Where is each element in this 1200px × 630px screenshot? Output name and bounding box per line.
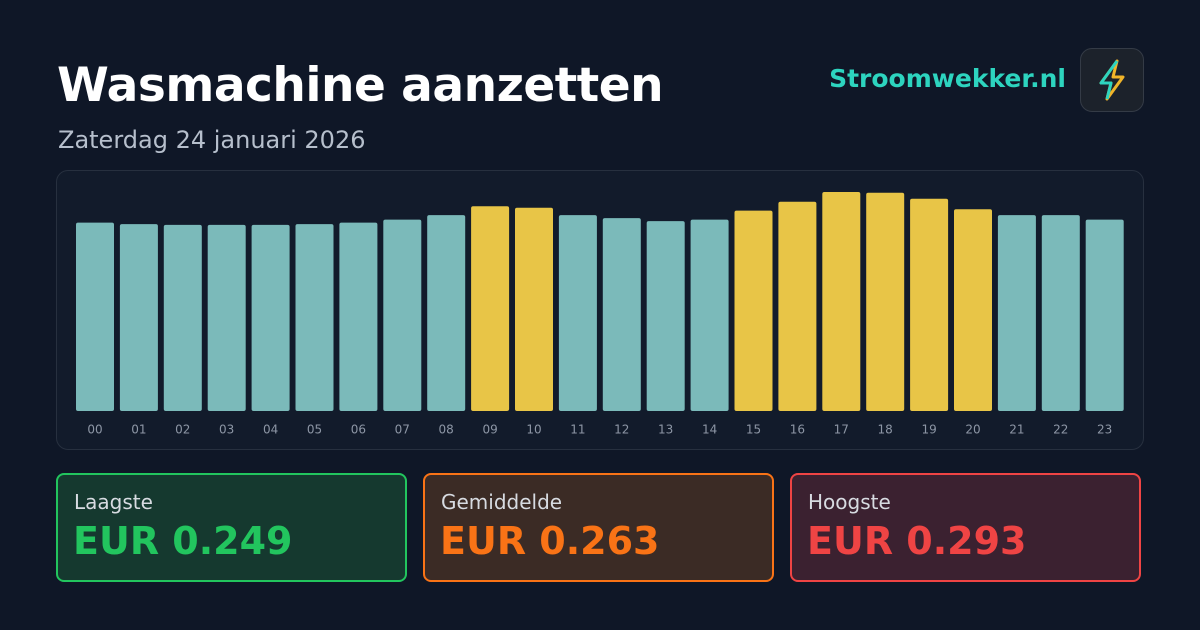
bar bbox=[295, 224, 334, 411]
bar bbox=[690, 219, 729, 411]
x-tick-label: 15 bbox=[746, 423, 761, 437]
bolt bbox=[1099, 59, 1125, 101]
x-tick-label: 03 bbox=[219, 423, 234, 437]
brand-icon bbox=[1080, 48, 1144, 112]
bar bbox=[339, 222, 378, 411]
x-tick-label: 06 bbox=[351, 423, 366, 437]
x-tick-label: 07 bbox=[395, 423, 410, 437]
stat-card: Hoogste EUR 0.293 bbox=[790, 473, 1141, 582]
stat-label: Gemiddelde bbox=[441, 490, 563, 514]
bar bbox=[1041, 215, 1080, 411]
x-tick-label: 09 bbox=[482, 423, 497, 437]
x-tick-label: 21 bbox=[1009, 423, 1024, 437]
x-tick-label: 22 bbox=[1053, 423, 1068, 437]
bar bbox=[119, 224, 158, 411]
title: Wasmachine aanzetten bbox=[57, 58, 664, 113]
x-tick-label: 13 bbox=[658, 423, 673, 437]
x-tick-label: 08 bbox=[439, 423, 454, 437]
stat-label: Hoogste bbox=[808, 490, 891, 514]
x-tick-label: 02 bbox=[175, 423, 190, 437]
stat-card: Laagste EUR 0.249 bbox=[56, 473, 407, 582]
x-tick-label: 05 bbox=[307, 423, 322, 437]
stat-value: EUR 0.293 bbox=[807, 519, 1027, 563]
bar bbox=[1085, 219, 1124, 411]
bar bbox=[471, 206, 510, 411]
bar bbox=[602, 218, 641, 411]
subtitle: Zaterdag 24 januari 2026 bbox=[58, 126, 366, 154]
bar bbox=[558, 215, 597, 411]
x-tick-label: 16 bbox=[790, 423, 805, 437]
brand: Stroomwekker.nl bbox=[829, 64, 1066, 93]
bar bbox=[734, 210, 773, 411]
bar bbox=[427, 215, 466, 411]
bar bbox=[778, 201, 817, 411]
x-tick-label: 14 bbox=[702, 423, 717, 437]
bar bbox=[997, 215, 1036, 411]
bar bbox=[515, 207, 553, 411]
x-tick-label: 12 bbox=[614, 423, 629, 437]
x-tick-label: 04 bbox=[263, 423, 278, 437]
bar bbox=[954, 209, 992, 411]
x-tick-label: 17 bbox=[834, 423, 849, 437]
stat-label: Laagste bbox=[74, 490, 153, 514]
bar bbox=[910, 198, 949, 411]
bar bbox=[383, 219, 422, 411]
bar bbox=[251, 224, 290, 411]
stat-card: Gemiddelde EUR 0.263 bbox=[423, 473, 774, 582]
stat-value: EUR 0.249 bbox=[73, 519, 293, 563]
bar bbox=[76, 222, 114, 411]
x-tick-label: 19 bbox=[921, 423, 936, 437]
x-tick-label: 11 bbox=[570, 423, 585, 437]
x-tick-label: 23 bbox=[1097, 423, 1112, 437]
stat-value: EUR 0.263 bbox=[440, 519, 660, 563]
x-tick-label: 01 bbox=[131, 423, 146, 437]
bar bbox=[646, 221, 685, 411]
bar bbox=[207, 224, 246, 411]
bar bbox=[822, 192, 861, 411]
x-tick-label: 18 bbox=[878, 423, 893, 437]
bar bbox=[163, 224, 202, 411]
x-tick-label: 10 bbox=[526, 423, 541, 437]
x-tick-label: 20 bbox=[965, 423, 980, 437]
bar bbox=[866, 192, 905, 411]
x-tick-label: 00 bbox=[87, 423, 102, 437]
